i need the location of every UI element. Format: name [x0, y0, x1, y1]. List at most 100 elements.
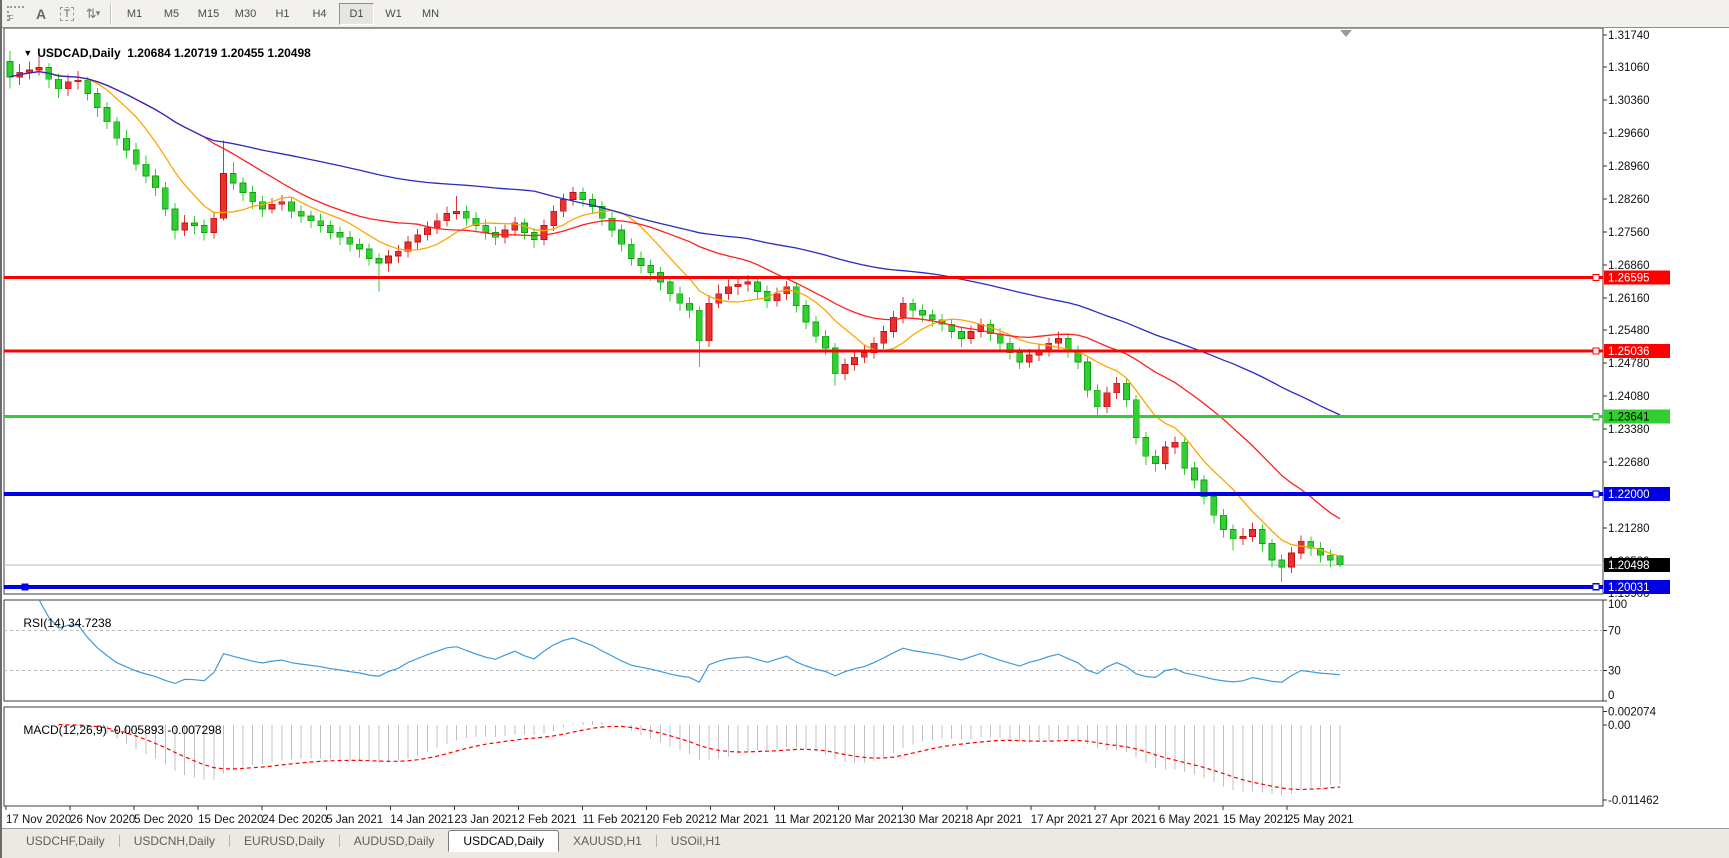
price-axis[interactable]: 1.31740 1.31060 1.30360 1.29660 1.28960 1.282…	[1603, 30, 1650, 600]
chart-title: ▼ USDCAD,Daily 1.20684 1.20719 1.20455 1.…	[10, 32, 311, 74]
price-tick-label: 1.27560	[1608, 227, 1650, 239]
price-tick-label: 1.31740	[1608, 30, 1650, 42]
price-tick-label: 1.28960	[1608, 161, 1650, 173]
time-tick-label: 5 Jan 2021	[326, 814, 383, 826]
time-tick-label: 5 Dec 2020	[134, 814, 193, 826]
rsi-indicator-label: RSI(14) 34.7238	[23, 616, 112, 630]
dropdown-caret-icon: ▾	[95, 8, 101, 18]
time-tick-label: 26 Nov 2020	[70, 814, 135, 826]
text-label-icon[interactable]: T	[56, 4, 78, 24]
time-tick-label: 27 Apr 2021	[1095, 814, 1157, 826]
price-tick-label: 1.30360	[1608, 95, 1650, 107]
line-anchor-icon[interactable]	[1592, 347, 1600, 355]
text-a-icon[interactable]: A	[35, 5, 47, 22]
chart-tab-bar: USDCHF,Daily USDCNH,Daily EURUSD,Daily AUDU…	[2, 828, 1729, 858]
price-tick-label: 1.28260	[1608, 194, 1650, 206]
bid-price-chip	[1604, 557, 1670, 572]
chart-tab-usdcad[interactable]: USDCAD,Daily	[448, 830, 560, 852]
tab-separator	[118, 835, 120, 847]
price-tick-label: 1.26860	[1608, 260, 1650, 272]
timeframe-button-h4[interactable]: H4	[312, 7, 327, 20]
time-tick-label: 8 Apr 2021	[967, 814, 1023, 826]
rsi-panel	[3, 599, 1604, 702]
rsi-tick-label: 70	[1608, 625, 1621, 637]
price-chip-1.25036	[1604, 343, 1670, 358]
price-chip-1.25036-text: 1.25036	[1608, 346, 1650, 358]
macd-tick-label: 0.002074	[1608, 706, 1657, 718]
line-anchor-icon[interactable]	[21, 583, 29, 591]
time-tick-label: 20 Feb 2021	[647, 814, 712, 826]
cursor-arrows-icon[interactable]: ⇅ ▾	[85, 5, 101, 21]
time-tick-label: 6 May 2021	[1159, 814, 1219, 826]
time-tick-label: 30 Mar 2021	[903, 814, 968, 826]
price-chip-1.22000	[1604, 487, 1670, 502]
time-tick-label: 11 Mar 2021	[775, 814, 839, 826]
timeframe-button-m30[interactable]: M30	[234, 7, 257, 20]
line-anchor-icon[interactable]	[1592, 490, 1600, 498]
price-chip-1.26595-text: 1.26595	[1608, 272, 1650, 284]
time-tick-label: 15 Dec 2020	[198, 814, 263, 826]
time-tick-label: 11 Feb 2021	[582, 814, 646, 826]
line-anchor-icon[interactable]	[1592, 583, 1600, 591]
ma-fast-line	[9, 70, 1341, 557]
rsi-line	[38, 599, 1341, 685]
chart-tab-xauusd[interactable]: XAUUSD,H1	[573, 834, 642, 848]
price-chip-1.23641-text: 1.23641	[1608, 412, 1650, 424]
symbol-dropdown-icon[interactable]: ▼	[23, 48, 33, 58]
time-tick-label: 25 May 2021	[1287, 814, 1354, 826]
chart-tab-usdcnh[interactable]: USDCNH,Daily	[133, 834, 216, 848]
chart-tab-audusd[interactable]: AUDUSD,Daily	[353, 834, 435, 848]
timeframe-button-d1[interactable]: D1	[339, 2, 374, 25]
rsi-tick-label: 0	[1608, 690, 1614, 702]
timeframe-button-group: M1 M5 M15 M30 H1 H4 D1 W1 MN	[116, 2, 449, 25]
line-anchor-icon[interactable]	[1592, 273, 1600, 282]
timeframe-button-m15[interactable]: M15	[197, 7, 220, 20]
time-tick-label: 15 May 2021	[1223, 814, 1290, 826]
chart-shift-icon	[1340, 30, 1352, 37]
chart-tab-eurusd[interactable]: EURUSD,Daily	[244, 834, 325, 848]
macd-tick-label: -0.011462	[1608, 795, 1659, 807]
price-tick-label: 1.25480	[1608, 325, 1650, 337]
rsi-value: 34.7238	[68, 616, 112, 630]
line-anchor-icon[interactable]	[1592, 413, 1600, 421]
price-tick-label: 1.31060	[1608, 62, 1650, 74]
price-chip-1.23641	[1604, 409, 1670, 424]
price-tick-label: 1.22680	[1608, 457, 1650, 469]
tab-separator	[655, 835, 657, 847]
timeframe-button-w1[interactable]: W1	[385, 7, 402, 20]
candlestick-series	[6, 51, 1344, 583]
chart-ohlc-values: 1.20684 1.20719 1.20455 1.20498	[127, 46, 311, 60]
main-price-panel	[3, 27, 1604, 595]
rsi-tick-label: 30	[1608, 666, 1621, 678]
macd-tick-label: 0.00	[1608, 720, 1630, 732]
macd-indicator-label: MACD(12,26,9) -0.005893 -0.007298	[23, 723, 222, 737]
price-tick-label: 1.29660	[1608, 128, 1650, 140]
rsi-tick-label: 100	[1608, 599, 1627, 611]
time-tick-label: 17 Nov 2020	[6, 814, 71, 826]
time-tick-label: 14 Jan 2021	[390, 814, 453, 826]
price-tick-label: 1.26160	[1608, 293, 1650, 305]
tab-separator	[338, 835, 340, 847]
dotted-grid-icon[interactable]: F	[4, 4, 26, 24]
macd-panel	[3, 706, 1604, 807]
ma-slow-line	[9, 70, 1341, 416]
chart-tab-usdchf[interactable]: USDCHF,Daily	[26, 834, 105, 848]
price-tick-label: 1.21280	[1608, 523, 1650, 535]
time-tick-label: 20 Mar 2021	[839, 814, 904, 826]
toolbar: F A T ⇅ ▾ M1 M5 M15 M30 H1 H4 D1 W1 MN	[2, 0, 1729, 28]
timeframe-button-mn[interactable]: MN	[421, 7, 440, 20]
time-tick-label: 24 Dec 2020	[262, 814, 327, 826]
macd-signal-line	[58, 723, 1341, 791]
bid-price-chip-text: 1.20498	[1608, 560, 1650, 572]
timeframe-button-m5[interactable]: M5	[163, 7, 180, 20]
timeframe-button-m1[interactable]: M1	[126, 7, 143, 20]
time-tick-label: 2 Feb 2021	[518, 814, 576, 826]
price-tick-label: 1.24780	[1608, 358, 1650, 370]
timeframe-button-h1[interactable]: H1	[275, 7, 290, 20]
time-tick-label: 17 Apr 2021	[1031, 814, 1093, 826]
price-tick-label: 1.24080	[1608, 391, 1650, 403]
chart-tab-usoil[interactable]: USOil,H1	[670, 834, 721, 848]
